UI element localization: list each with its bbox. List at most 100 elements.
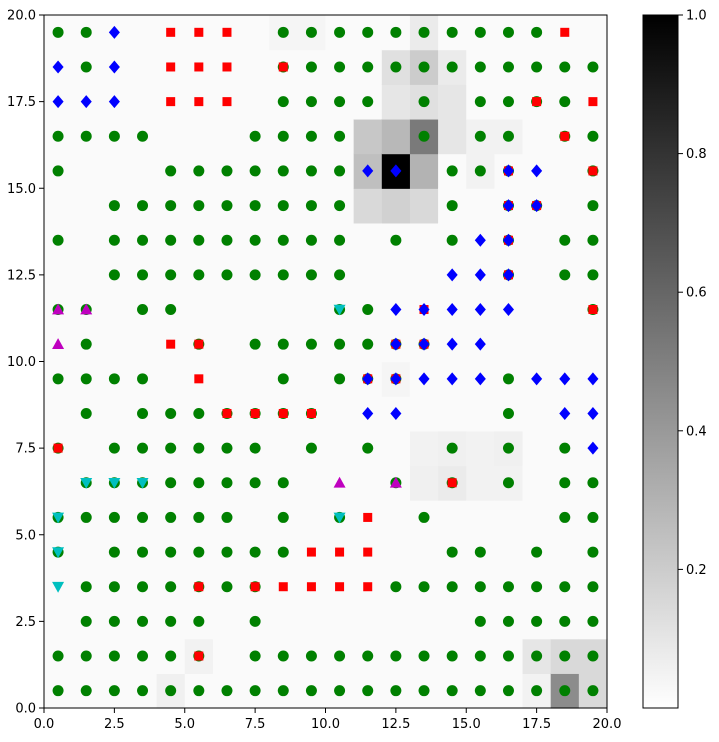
- heatmap-cell: [353, 188, 383, 224]
- circle-marker: [165, 407, 177, 419]
- circle-marker: [137, 581, 149, 593]
- square-marker: [166, 27, 176, 37]
- circle-marker: [502, 407, 514, 419]
- circle-marker: [390, 26, 402, 38]
- square-marker: [194, 582, 204, 592]
- circle-marker: [305, 130, 317, 142]
- heatmap-cell: [466, 465, 495, 501]
- circle-marker: [221, 269, 233, 281]
- circle-marker: [52, 234, 64, 246]
- circle-marker: [390, 650, 402, 662]
- heatmap-cell: [522, 326, 552, 363]
- circle-marker: [446, 685, 458, 697]
- circle-marker: [137, 304, 149, 316]
- diamond-marker: [531, 164, 543, 178]
- diamond-marker: [390, 406, 402, 420]
- circle-marker: [193, 234, 205, 246]
- circle-marker: [362, 442, 374, 454]
- circle-marker: [305, 650, 317, 662]
- circle-marker: [249, 650, 261, 662]
- heatmap-cell: [44, 604, 73, 640]
- circle-marker: [193, 685, 205, 697]
- heatmap-cell: [409, 153, 439, 189]
- colorbar-tick-label: 0.4: [686, 424, 707, 439]
- heatmap-cell: [184, 118, 214, 155]
- circle-marker: [165, 165, 177, 177]
- heatmap-cell: [409, 430, 439, 467]
- circle-marker: [446, 581, 458, 593]
- circle-marker: [52, 26, 64, 38]
- circle-marker: [531, 685, 543, 697]
- circle-marker: [277, 200, 289, 212]
- circle-marker: [474, 165, 486, 177]
- circle-marker: [531, 581, 543, 593]
- circle-marker: [446, 234, 458, 246]
- triangle-up-marker: [389, 476, 402, 488]
- circle-marker: [165, 442, 177, 454]
- heatmap-cell: [72, 430, 101, 467]
- circle-marker: [446, 650, 458, 662]
- circle-marker: [587, 130, 599, 142]
- triangle-down-marker: [52, 512, 65, 524]
- heatmap-cell: [297, 465, 327, 501]
- heatmap-cell: [241, 15, 270, 51]
- y-tick-label: 10.0: [7, 355, 36, 370]
- heatmap-cell: [522, 430, 552, 467]
- heatmap-cell: [269, 292, 298, 328]
- x-tick-label: 5.0: [174, 717, 195, 732]
- heatmap-cell: [550, 326, 580, 363]
- circle-marker: [277, 338, 289, 350]
- diamond-marker: [362, 164, 374, 178]
- circle-marker: [80, 407, 92, 419]
- circle-marker: [587, 546, 599, 558]
- heatmap-cell: [522, 257, 552, 293]
- circle-marker: [418, 581, 430, 593]
- heatmap-cell: [297, 604, 327, 640]
- square-marker: [194, 374, 204, 384]
- circle-marker: [559, 650, 571, 662]
- circle-marker: [305, 61, 317, 73]
- circle-marker: [531, 615, 543, 627]
- diamond-marker: [502, 303, 514, 317]
- diamond-marker: [474, 337, 486, 351]
- circle-marker: [502, 581, 514, 593]
- heatmap-cell: [100, 292, 130, 328]
- circle-marker: [165, 546, 177, 558]
- heatmap-cell: [522, 500, 552, 536]
- heatmap-cell: [409, 222, 439, 259]
- diamond-marker: [418, 372, 430, 386]
- square-marker: [222, 408, 232, 418]
- square-marker: [194, 27, 204, 37]
- diamond-marker: [559, 406, 571, 420]
- heatmap: [44, 15, 608, 709]
- heatmap-cell: [409, 465, 439, 501]
- diamond-marker: [502, 233, 514, 247]
- heatmap-cell: [522, 222, 552, 259]
- circle-marker: [334, 165, 346, 177]
- heatmap-cell: [269, 604, 298, 640]
- heatmap-cell: [128, 326, 158, 363]
- heatmap-cell: [381, 430, 411, 467]
- circle-marker: [587, 685, 599, 697]
- heatmap-cell: [44, 396, 73, 432]
- diamond-marker: [108, 25, 120, 39]
- circle-marker: [137, 650, 149, 662]
- circle-marker: [305, 234, 317, 246]
- triangle-up-marker: [52, 338, 65, 349]
- circle-marker: [559, 96, 571, 108]
- circle-marker: [137, 685, 149, 697]
- circle-marker: [221, 442, 233, 454]
- y-tick-label: 15.0: [7, 182, 36, 197]
- circle-marker: [80, 373, 92, 385]
- circle-marker: [221, 581, 233, 593]
- heatmap-cell: [156, 118, 186, 155]
- circle-marker: [277, 130, 289, 142]
- y-tick-label: 7.5: [15, 442, 36, 457]
- square-marker: [278, 582, 288, 592]
- heatmap-cell: [72, 257, 101, 293]
- triangle-down-marker: [52, 581, 65, 593]
- circle-marker: [108, 581, 120, 593]
- circle-marker: [137, 130, 149, 142]
- square-marker: [306, 408, 316, 418]
- circle-marker: [52, 650, 64, 662]
